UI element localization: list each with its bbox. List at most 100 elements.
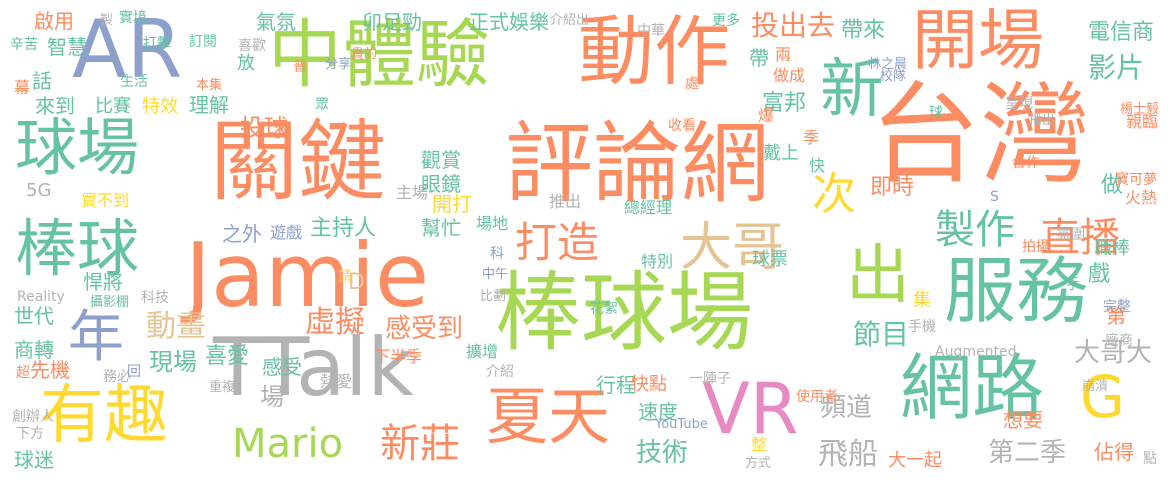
cloud-word: 觀賞 bbox=[421, 148, 461, 172]
cloud-word: 收看 bbox=[668, 118, 696, 134]
cloud-word: 電信商 bbox=[1088, 20, 1155, 45]
cloud-word: 幕 bbox=[14, 78, 31, 97]
cloud-word: 感受 bbox=[262, 355, 302, 379]
cloud-word: 主持人 bbox=[310, 216, 377, 241]
cloud-word: 新 bbox=[820, 53, 884, 127]
cloud-word: 廠商 bbox=[1105, 333, 1133, 349]
cloud-word: 次 bbox=[812, 169, 856, 220]
cloud-word: 幫忙 bbox=[421, 216, 461, 240]
cloud-word: AR bbox=[72, 3, 183, 96]
cloud-word: 合作 bbox=[1012, 155, 1040, 171]
cloud-word: 眾 bbox=[315, 97, 329, 113]
cloud-word: 使用者 bbox=[796, 389, 838, 405]
cloud-word: 關鍵 bbox=[210, 110, 387, 213]
cloud-word: 現場 bbox=[149, 348, 197, 376]
cloud-word: 崩潰 bbox=[1082, 379, 1109, 394]
cloud-word: 娛樂 bbox=[509, 10, 549, 34]
cloud-word: 棒球 bbox=[15, 212, 140, 285]
cloud-word: G bbox=[1080, 363, 1125, 431]
cloud-word: 一陣子 bbox=[689, 371, 731, 387]
cloud-word: 帶 bbox=[749, 46, 769, 70]
cloud-word: 集 bbox=[913, 290, 931, 311]
cloud-word: 訂閱 bbox=[189, 34, 217, 50]
cloud-word: 之外 bbox=[222, 222, 262, 246]
cloud-word: 實境 bbox=[119, 10, 147, 26]
cloud-word: 點 bbox=[1143, 451, 1157, 467]
cloud-word: D bbox=[348, 270, 365, 295]
cloud-word: 介紹 bbox=[486, 364, 514, 380]
cloud-word: 比劃 bbox=[480, 289, 507, 304]
cloud-word: 處 bbox=[685, 76, 699, 92]
cloud-word: 5G bbox=[26, 180, 52, 201]
cloud-word: 火熱 bbox=[1125, 188, 1158, 207]
cloud-word: 擴增 bbox=[466, 342, 499, 361]
cloud-word: 超 bbox=[16, 365, 30, 381]
cloud-word: 啟用 bbox=[34, 9, 74, 33]
cloud-word: 買不到 bbox=[81, 191, 130, 210]
cloud-word: 整 bbox=[751, 435, 768, 454]
cloud-word: 中體驗 bbox=[268, 12, 490, 98]
cloud-word: 悍將 bbox=[83, 270, 123, 294]
cloud-word: 寶可夢 bbox=[1115, 172, 1157, 188]
cloud-word: 行程 bbox=[596, 373, 636, 397]
cloud-word: 台灣 bbox=[870, 71, 1090, 199]
cloud-word: 楊士毅 bbox=[1120, 102, 1160, 117]
cloud-word: Mario bbox=[232, 421, 344, 467]
cloud-word: 場 bbox=[260, 383, 284, 411]
cloud-word: 富邦 bbox=[762, 91, 807, 116]
cloud-word: 網路 bbox=[900, 346, 1045, 430]
cloud-word: 服務 bbox=[944, 249, 1089, 333]
cloud-word: 智慧 bbox=[47, 35, 87, 59]
cloud-word: 更多 bbox=[712, 13, 740, 29]
cloud-word: 氣氛 bbox=[256, 10, 296, 34]
cloud-word: 林之晨 bbox=[868, 57, 908, 72]
cloud-word: 手 bbox=[1066, 277, 1080, 293]
cloud-word: 喜愛 bbox=[205, 344, 250, 369]
cloud-word: 帶來 bbox=[841, 18, 886, 43]
cloud-word: 速度 bbox=[638, 400, 678, 424]
cloud-word: 播出 bbox=[1029, 113, 1056, 128]
cloud-word: 花絮 bbox=[590, 301, 618, 317]
cloud-word: VR bbox=[702, 368, 799, 450]
cloud-word: 手機 bbox=[908, 319, 936, 335]
cloud-word: 想要 bbox=[1003, 408, 1043, 432]
cloud-word: 季 bbox=[803, 128, 820, 147]
cloud-word: 回 bbox=[127, 364, 141, 380]
cloud-word: 話 bbox=[32, 69, 52, 93]
cloud-word: 完整 bbox=[1103, 299, 1131, 315]
cloud-word: 下半季 bbox=[374, 347, 423, 366]
cloud-word: 球 bbox=[929, 105, 943, 121]
cloud-word: 科技 bbox=[141, 290, 169, 306]
cloud-word: 特別 bbox=[641, 252, 674, 271]
cloud-word: 頻道 bbox=[820, 393, 873, 423]
cloud-word: 直播 bbox=[1040, 215, 1120, 261]
cloud-word: 重複 bbox=[209, 380, 236, 395]
cloud-word: YouTube bbox=[655, 417, 708, 432]
cloud-word: 爆 bbox=[758, 106, 775, 125]
cloud-word: 理解 bbox=[189, 93, 229, 117]
cloud-word: 開場 bbox=[912, 2, 1044, 79]
cloud-word: 分享 bbox=[325, 57, 352, 72]
cloud-word: 先機 bbox=[30, 358, 70, 382]
cloud-word: 放 bbox=[237, 53, 255, 74]
cloud-word: 中午 bbox=[482, 267, 509, 282]
cloud-word: 熱愛 bbox=[320, 372, 353, 391]
cloud-word: 大哥大 bbox=[1074, 338, 1153, 368]
cloud-word: 商轉 bbox=[14, 338, 54, 362]
cloud-word: S bbox=[990, 189, 999, 205]
cloud-word: 推出 bbox=[549, 192, 582, 211]
cloud-word: 場地 bbox=[476, 214, 509, 233]
cloud-word: 中華 bbox=[637, 23, 665, 39]
cloud-word: 主場 bbox=[396, 183, 429, 202]
cloud-word: 方式 bbox=[745, 456, 772, 471]
cloud-word: 出 bbox=[846, 239, 910, 313]
cloud-word: 介紹出 bbox=[550, 13, 590, 28]
cloud-word: 投球 bbox=[240, 114, 288, 142]
cloud-word: 夏天 bbox=[486, 380, 611, 453]
cloud-word: 喜歡 bbox=[238, 38, 266, 54]
cloud-word: 打擊 bbox=[143, 36, 171, 52]
cloud-word: Jamie bbox=[185, 224, 430, 327]
cloud-word: 即時 bbox=[870, 175, 915, 200]
cloud-word: 呈現 bbox=[1005, 96, 1033, 112]
cloud-word: 快點 bbox=[631, 374, 667, 395]
